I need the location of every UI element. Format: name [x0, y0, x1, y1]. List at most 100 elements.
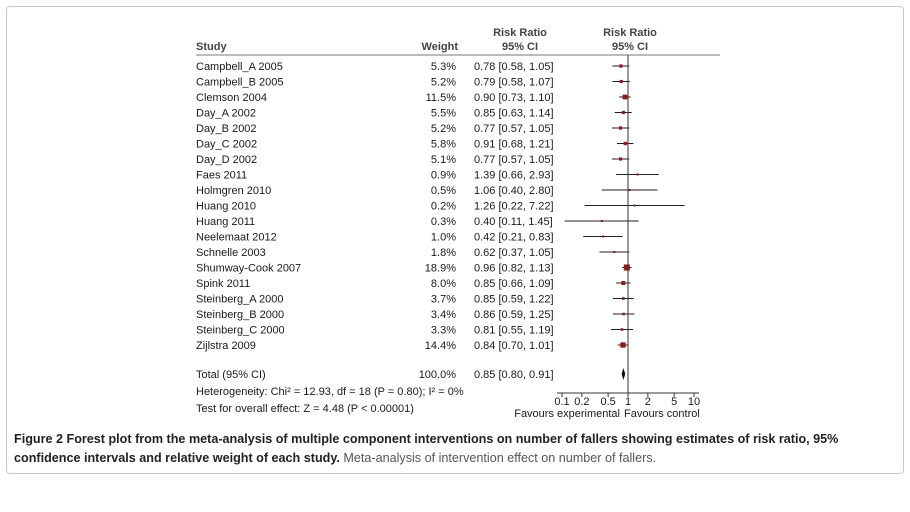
- heterogeneity-text: Heterogeneity: Chi² = 12.93, df = 18 (P …: [196, 386, 464, 398]
- x-tick-label: 10: [688, 396, 700, 408]
- point-estimate-marker: [618, 157, 623, 161]
- point-estimate-marker: [620, 328, 624, 331]
- point-estimate-marker: [621, 281, 626, 285]
- header-weight: Weight: [422, 41, 459, 53]
- caption-label: Figure 2: [14, 432, 63, 446]
- study-weight: 3.4%: [431, 309, 456, 321]
- x-tick-label: 0.2: [574, 396, 589, 408]
- study-name: Holmgren 2010: [196, 185, 271, 197]
- study-ci: 0.84 [0.70, 1.01]: [474, 340, 554, 352]
- favours-left-label: Favours experimental: [514, 408, 620, 420]
- total-ci: 0.85 [0.80, 0.91]: [474, 369, 554, 381]
- study-weight: 5.8%: [431, 139, 456, 151]
- forest-plot: Risk Ratio 95% CI Risk Ratio 95% CI Stud…: [196, 27, 720, 420]
- study-weight: 3.7%: [431, 294, 456, 306]
- x-axis: 0.1 0.2 0.5 1 2 5 10: [554, 392, 700, 408]
- x-tick-label: 5: [671, 396, 677, 408]
- total-label: Total (95% CI): [196, 369, 266, 381]
- point-estimate-marker: [623, 264, 630, 271]
- point-estimate-marker: [602, 235, 605, 238]
- study-ci: 0.86 [0.59, 1.25]: [474, 309, 554, 321]
- study-name: Spink 2011: [196, 278, 250, 290]
- study-ci: 0.77 [0.57, 1.05]: [474, 154, 554, 166]
- study-name: Neelemaat 2012: [196, 232, 277, 244]
- study-name: Day_C 2002: [196, 139, 257, 151]
- x-tick-label: 1: [625, 396, 631, 408]
- study-name: Huang 2010: [196, 201, 256, 213]
- study-name: Day_D 2002: [196, 154, 257, 166]
- study-ci: 1.39 [0.66, 2.93]: [474, 170, 554, 182]
- header-rr-text-2: 95% CI: [502, 41, 538, 53]
- point-estimate-marker: [619, 64, 623, 68]
- study-ci: 0.79 [0.58, 1.07]: [474, 77, 554, 89]
- point-estimate-marker: [613, 251, 616, 253]
- x-tick-label: 2: [645, 396, 651, 408]
- point-estimate-marker: [636, 173, 639, 176]
- point-estimate-marker: [633, 204, 636, 207]
- study-ci: 0.85 [0.63, 1.14]: [474, 108, 554, 120]
- study-ci: 0.85 [0.66, 1.09]: [474, 278, 554, 290]
- header-rr-text-1: Risk Ratio: [493, 27, 547, 39]
- point-estimate-marker: [628, 189, 631, 191]
- study-ci: 0.90 [0.73, 1.10]: [474, 92, 554, 104]
- study-ci: 0.85 [0.59, 1.22]: [474, 294, 554, 306]
- study-ci: 0.91 [0.68, 1.21]: [474, 139, 554, 151]
- study-weight: 18.9%: [425, 263, 456, 275]
- point-estimate-marker: [622, 94, 628, 100]
- study-name: Huang 2011: [196, 216, 255, 228]
- caption-description: Meta-analysis of intervention effect on …: [343, 451, 657, 465]
- study-weight: 0.2%: [431, 201, 456, 213]
- point-estimate-marker: [622, 312, 625, 316]
- point-estimate-marker: [618, 126, 623, 130]
- study-weight: 14.4%: [425, 340, 456, 352]
- figure-frame: [6, 6, 904, 474]
- point-estimate-marker: [619, 79, 623, 84]
- study-ci: 0.77 [0.57, 1.05]: [474, 123, 554, 135]
- study-weight: 5.1%: [431, 154, 456, 166]
- study-name: Faes 2011: [196, 170, 247, 182]
- header-rr-plot-2: 95% CI: [612, 41, 648, 53]
- study-ci: 0.62 [0.37, 1.05]: [474, 247, 554, 259]
- study-weight: 0.3%: [431, 216, 456, 228]
- study-weight: 1.8%: [431, 247, 456, 259]
- header-study: Study: [196, 41, 227, 53]
- x-tick-label: 0.5: [600, 396, 615, 408]
- figure-caption: Figure 2 Forest plot from the meta-analy…: [14, 430, 894, 468]
- favours-right-label: Favours control: [624, 408, 700, 420]
- study-weight: 0.5%: [431, 185, 456, 197]
- study-name: Shumway-Cook 2007: [196, 263, 301, 275]
- study-name: Campbell_B 2005: [196, 77, 283, 89]
- study-name: Campbell_A 2005: [196, 61, 283, 73]
- study-weight: 5.2%: [431, 123, 456, 135]
- point-estimate-marker: [621, 110, 625, 115]
- study-rows: Campbell_A 2005 5.3% 0.78 [0.58, 1.05] Camp…: [196, 55, 685, 393]
- study-name: Clemson 2004: [196, 92, 267, 104]
- study-name: Schnelle 2003: [196, 247, 266, 259]
- study-ci: 1.06 [0.40, 2.80]: [474, 185, 554, 197]
- total-weight: 100.0%: [419, 369, 457, 381]
- study-name: Steinberg_B 2000: [196, 309, 284, 321]
- study-name: Zijlstra 2009: [196, 340, 256, 352]
- caption-bold-text: Forest plot from the meta-analysis of mu…: [14, 432, 839, 465]
- study-weight: 3.3%: [431, 325, 456, 337]
- point-estimate-marker: [621, 297, 625, 300]
- study-weight: 11.5%: [426, 92, 457, 104]
- header-rr-plot-1: Risk Ratio: [603, 27, 657, 39]
- study-name: Steinberg_A 2000: [196, 294, 283, 306]
- study-weight: 8.0%: [431, 278, 456, 290]
- study-ci: 0.96 [0.82, 1.13]: [474, 263, 554, 275]
- study-weight: 5.5%: [431, 108, 456, 120]
- study-name: Day_A 2002: [196, 108, 256, 120]
- overall-effect-text: Test for overall effect: Z = 4.48 (P < 0…: [196, 403, 414, 415]
- study-ci: 0.40 [0.11, 1.45]: [474, 216, 553, 228]
- point-estimate-marker: [600, 220, 603, 222]
- study-name: Steinberg_C 2000: [196, 325, 285, 337]
- study-ci: 0.42 [0.21, 0.83]: [474, 232, 554, 244]
- study-weight: 0.9%: [431, 170, 456, 182]
- study-ci: 0.78 [0.58, 1.05]: [474, 61, 554, 73]
- study-weight: 5.2%: [431, 77, 456, 89]
- point-estimate-marker: [620, 342, 626, 348]
- study-weight: 1.0%: [431, 232, 456, 244]
- study-weight: 5.3%: [431, 61, 456, 73]
- study-ci: 1.26 [0.22, 7.22]: [474, 201, 554, 213]
